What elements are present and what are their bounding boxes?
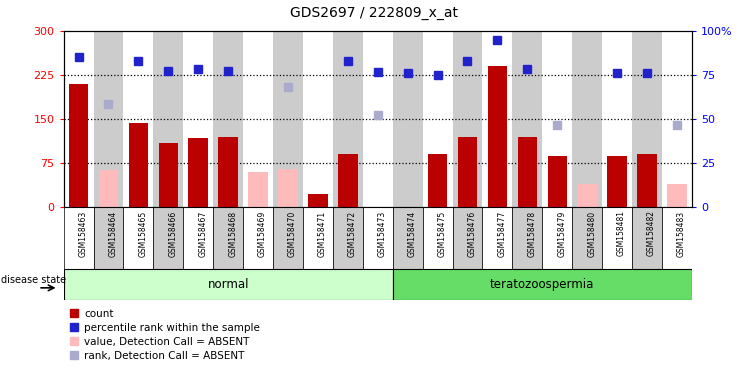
Text: GSM158481: GSM158481 <box>617 210 626 257</box>
Bar <box>159 142 178 207</box>
Bar <box>423 31 453 207</box>
Bar <box>662 31 692 207</box>
Text: GDS2697 / 222809_x_at: GDS2697 / 222809_x_at <box>290 6 458 20</box>
Bar <box>278 169 298 207</box>
Bar <box>333 31 363 207</box>
Bar <box>572 31 602 207</box>
Bar <box>123 207 153 269</box>
Bar <box>243 207 273 269</box>
Bar <box>188 138 208 207</box>
Bar <box>213 207 243 269</box>
Bar <box>453 31 482 207</box>
Text: GSM158483: GSM158483 <box>677 210 686 257</box>
Bar <box>273 207 303 269</box>
Bar <box>183 207 213 269</box>
Bar <box>218 137 238 207</box>
Bar <box>153 31 183 207</box>
Bar <box>69 84 88 207</box>
Bar <box>428 154 447 207</box>
Bar <box>183 31 213 207</box>
Bar <box>94 207 123 269</box>
Bar <box>632 207 662 269</box>
Text: GSM158468: GSM158468 <box>228 210 237 257</box>
Bar <box>64 31 94 207</box>
Bar <box>512 207 542 269</box>
Bar <box>637 154 657 207</box>
Bar <box>423 207 453 269</box>
Bar <box>512 31 542 207</box>
Bar <box>153 207 183 269</box>
Bar <box>602 31 632 207</box>
Bar <box>64 207 94 269</box>
Bar <box>308 194 328 207</box>
Text: normal: normal <box>207 278 249 291</box>
Bar <box>99 170 118 207</box>
Text: GSM158463: GSM158463 <box>79 210 88 257</box>
Legend: count, percentile rank within the sample, value, Detection Call = ABSENT, rank, : count, percentile rank within the sample… <box>69 309 260 361</box>
Bar <box>363 31 393 207</box>
Bar <box>393 31 423 207</box>
Bar <box>303 31 333 207</box>
Text: GSM158464: GSM158464 <box>108 210 117 257</box>
Text: GSM158477: GSM158477 <box>497 210 506 257</box>
Text: GSM158476: GSM158476 <box>468 210 476 257</box>
Bar <box>482 31 512 207</box>
Bar <box>248 172 268 207</box>
Text: GSM158475: GSM158475 <box>438 210 447 257</box>
Bar <box>458 137 477 207</box>
Bar <box>667 184 687 207</box>
Bar <box>393 207 423 269</box>
Text: teratozoospermia: teratozoospermia <box>490 278 595 291</box>
Text: GSM158470: GSM158470 <box>288 210 297 257</box>
Bar <box>518 137 537 207</box>
Bar <box>482 207 512 269</box>
Bar <box>542 207 572 269</box>
Bar <box>303 207 333 269</box>
Bar <box>607 156 627 207</box>
Bar <box>453 207 482 269</box>
Bar <box>548 156 567 207</box>
Text: GSM158482: GSM158482 <box>647 210 656 257</box>
Bar <box>572 207 602 269</box>
Text: GSM158467: GSM158467 <box>198 210 207 257</box>
Bar <box>363 207 393 269</box>
Text: GSM158469: GSM158469 <box>258 210 267 257</box>
Text: GSM158471: GSM158471 <box>318 210 327 257</box>
Bar <box>577 184 597 207</box>
Bar <box>602 207 632 269</box>
Text: disease state: disease state <box>1 275 67 285</box>
Bar <box>662 207 692 269</box>
Bar <box>632 31 662 207</box>
Text: GSM158473: GSM158473 <box>378 210 387 257</box>
Bar <box>393 269 692 300</box>
Text: GSM158472: GSM158472 <box>348 210 357 257</box>
Bar <box>213 31 243 207</box>
Text: GSM158474: GSM158474 <box>408 210 417 257</box>
Text: GSM158466: GSM158466 <box>168 210 177 257</box>
Bar <box>273 31 303 207</box>
Bar <box>123 31 153 207</box>
Bar <box>333 207 363 269</box>
Text: GSM158465: GSM158465 <box>138 210 147 257</box>
Bar <box>542 31 572 207</box>
Bar <box>243 31 273 207</box>
Bar <box>488 66 507 207</box>
Bar <box>94 31 123 207</box>
Text: GSM158478: GSM158478 <box>527 210 536 257</box>
Bar <box>64 269 393 300</box>
Text: GSM158480: GSM158480 <box>587 210 596 257</box>
Bar <box>338 154 358 207</box>
Bar <box>129 123 148 207</box>
Text: GSM158479: GSM158479 <box>557 210 566 257</box>
